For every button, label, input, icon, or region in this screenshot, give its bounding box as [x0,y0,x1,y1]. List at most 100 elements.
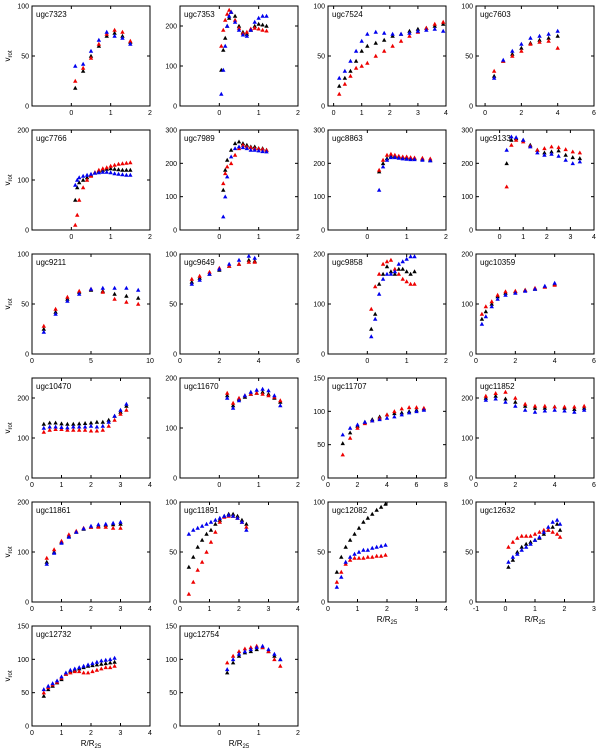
x-tick-label: 0 [498,234,502,241]
plot-frame [475,377,595,479]
point-black [77,180,82,185]
point-black [47,420,52,425]
point-blue [88,423,94,428]
point-black [107,660,113,665]
point-red [396,271,401,276]
y-tick-label: 50 [317,442,325,449]
y-axis-label: vrot [3,298,14,309]
plot-frame [475,501,595,603]
point-red [240,142,246,147]
point-blue [254,645,259,650]
point-black [73,197,78,202]
point-red [557,534,563,539]
point-blue [408,254,413,259]
y-tick-label: 100 [461,500,473,507]
x-tick-label: 0 [69,234,73,241]
point-black [412,269,417,274]
point-blue [513,403,518,408]
point-blue [100,423,105,428]
panel-ugc9133: ugc9133 0 1 2 3 4 0 100 200 300 [461,128,596,242]
point-black [554,521,560,526]
plot-frame [31,625,151,727]
point-red [260,27,265,32]
point-black [108,166,113,171]
point-blue [414,409,419,414]
point-blue [408,157,413,162]
y-tick-label: 150 [17,624,29,631]
point-black [537,37,542,42]
point-black [563,152,568,157]
point-red [555,45,560,50]
point-blue [96,170,102,175]
point-black [380,271,386,276]
point-blue [356,549,362,554]
point-red [225,660,230,665]
plot-frame [31,501,151,603]
point-blue [555,28,560,33]
point-black [347,430,353,435]
point-blue [537,534,542,539]
point-black [337,83,342,88]
point-black [532,405,538,410]
x-tick-label: 1 [405,358,409,365]
point-red [136,301,141,306]
point-red [355,425,360,430]
point-black [223,35,228,40]
y-tick-label: 100 [17,436,29,443]
point-blue [108,170,113,175]
x-tick-label: -1 [473,606,479,613]
point-blue [352,551,357,556]
point-red [550,529,555,534]
point-blue [225,667,230,672]
point-blue [342,68,348,73]
point-blue [522,407,528,412]
point-blue [572,409,577,414]
point-blue [260,386,265,391]
point-black [236,653,242,658]
point-red [519,533,524,538]
panel-title: ugc8863 [332,134,363,143]
point-red [503,389,508,394]
point-blue [100,285,105,290]
point-black [191,554,196,559]
point-black [503,396,508,401]
panel-title: ugc7524 [332,10,363,19]
point-black [230,660,236,665]
point-black [550,524,555,529]
panel-ugc11670: ugc11670 0 1 2 0 100 200 [165,376,300,490]
point-blue [225,395,230,400]
point-blue [228,9,234,14]
point-red [392,152,398,157]
x-tick-label: 5 [89,358,93,365]
point-red [232,152,238,157]
point-red [73,78,78,83]
y-tick-label: 0 [25,476,29,483]
point-red [107,665,113,670]
point-blue [223,43,228,48]
point-blue [59,425,64,429]
x-tick-label: 2 [563,606,567,613]
point-black [415,26,421,31]
point-black [334,569,340,574]
point-red [373,284,378,289]
point-black [75,185,80,190]
point-red [256,26,261,31]
point-red [532,531,538,536]
point-black [41,693,46,698]
x-tick-label: 1 [60,606,64,613]
point-black [260,389,265,394]
point-blue [236,257,242,262]
point-blue [120,172,125,177]
x-tick-label: 3 [119,606,123,613]
point-blue [47,424,52,429]
point-blue [483,397,489,402]
point-red [381,48,387,53]
x-tick-label: 8 [444,482,448,489]
y-tick-label: 0 [25,228,29,235]
y-tick-label: 50 [317,54,325,61]
point-blue [562,408,567,413]
point-red [208,539,214,544]
point-black [208,527,214,532]
point-black [370,511,375,516]
point-blue [370,545,375,550]
